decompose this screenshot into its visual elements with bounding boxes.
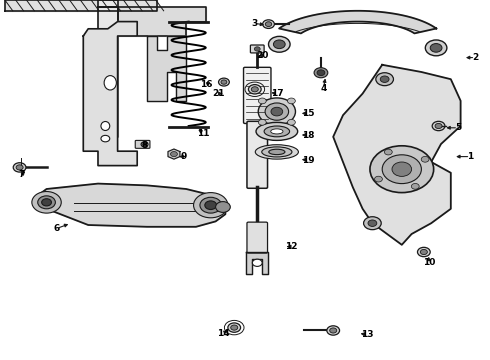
Circle shape — [425, 40, 447, 56]
FancyBboxPatch shape — [244, 67, 271, 123]
Circle shape — [330, 328, 337, 333]
Circle shape — [254, 47, 260, 51]
Circle shape — [327, 326, 340, 335]
Circle shape — [252, 259, 262, 266]
Text: 18: 18 — [302, 130, 315, 139]
Text: 2: 2 — [472, 53, 478, 62]
Circle shape — [263, 20, 274, 28]
Circle shape — [219, 78, 229, 86]
Circle shape — [194, 193, 228, 218]
Circle shape — [417, 247, 430, 257]
Circle shape — [141, 142, 148, 147]
Text: 1: 1 — [467, 152, 473, 161]
Ellipse shape — [270, 129, 283, 134]
Circle shape — [430, 44, 442, 52]
Circle shape — [382, 155, 421, 184]
Text: 17: 17 — [270, 89, 283, 98]
Polygon shape — [246, 252, 268, 274]
Ellipse shape — [264, 126, 290, 137]
Circle shape — [368, 220, 377, 226]
Circle shape — [231, 325, 238, 330]
Circle shape — [288, 98, 295, 104]
FancyBboxPatch shape — [250, 45, 264, 53]
Text: 3: 3 — [252, 19, 258, 28]
Circle shape — [411, 184, 419, 189]
Circle shape — [228, 323, 241, 332]
Circle shape — [364, 217, 381, 230]
Ellipse shape — [101, 122, 110, 130]
Circle shape — [265, 22, 272, 27]
Text: 5: 5 — [455, 123, 461, 132]
Text: 15: 15 — [302, 109, 315, 118]
Polygon shape — [279, 11, 436, 33]
FancyBboxPatch shape — [135, 140, 150, 148]
Circle shape — [171, 152, 177, 157]
Circle shape — [273, 40, 285, 49]
Circle shape — [13, 163, 26, 172]
Ellipse shape — [255, 145, 298, 159]
Polygon shape — [37, 184, 225, 227]
Polygon shape — [168, 149, 180, 159]
FancyBboxPatch shape — [247, 222, 268, 253]
Circle shape — [435, 123, 442, 129]
Text: 11: 11 — [197, 129, 210, 138]
Circle shape — [258, 120, 266, 125]
Text: 12: 12 — [285, 242, 298, 251]
Circle shape — [32, 192, 61, 213]
Circle shape — [200, 197, 221, 213]
Polygon shape — [333, 65, 461, 245]
Circle shape — [271, 107, 283, 116]
Circle shape — [42, 199, 51, 206]
Polygon shape — [147, 36, 186, 101]
Polygon shape — [83, 22, 137, 166]
Text: 4: 4 — [320, 84, 327, 93]
Circle shape — [216, 202, 230, 212]
Text: 16: 16 — [199, 80, 212, 89]
Ellipse shape — [256, 122, 297, 140]
Text: 10: 10 — [422, 258, 435, 267]
Text: 21: 21 — [212, 89, 224, 98]
Circle shape — [288, 120, 295, 125]
Text: 7: 7 — [19, 170, 25, 179]
Circle shape — [384, 149, 392, 155]
Circle shape — [221, 80, 227, 84]
Text: 6: 6 — [53, 224, 59, 233]
Ellipse shape — [269, 149, 285, 155]
Circle shape — [374, 176, 382, 182]
Polygon shape — [98, 7, 206, 36]
Circle shape — [265, 103, 289, 120]
Circle shape — [420, 249, 427, 255]
Circle shape — [432, 121, 445, 131]
Polygon shape — [98, 0, 118, 137]
Circle shape — [269, 36, 290, 52]
Circle shape — [16, 165, 23, 170]
FancyBboxPatch shape — [247, 121, 268, 188]
Circle shape — [421, 156, 429, 162]
Ellipse shape — [104, 76, 117, 90]
Circle shape — [248, 85, 261, 94]
Circle shape — [143, 143, 147, 146]
Circle shape — [258, 98, 266, 104]
Text: 8: 8 — [142, 141, 147, 150]
Circle shape — [38, 196, 55, 209]
Text: 14: 14 — [217, 328, 229, 338]
Text: 19: 19 — [302, 156, 315, 165]
Circle shape — [205, 201, 217, 210]
Circle shape — [370, 146, 434, 193]
Circle shape — [392, 162, 412, 176]
Ellipse shape — [101, 135, 110, 142]
Text: 13: 13 — [361, 330, 374, 339]
Circle shape — [251, 87, 258, 92]
Circle shape — [258, 98, 295, 125]
Circle shape — [314, 68, 328, 78]
Circle shape — [376, 73, 393, 86]
Circle shape — [317, 70, 325, 76]
Polygon shape — [5, 0, 157, 11]
Circle shape — [380, 76, 389, 82]
Text: 20: 20 — [256, 51, 269, 60]
Ellipse shape — [262, 147, 292, 157]
Text: 9: 9 — [180, 152, 187, 161]
